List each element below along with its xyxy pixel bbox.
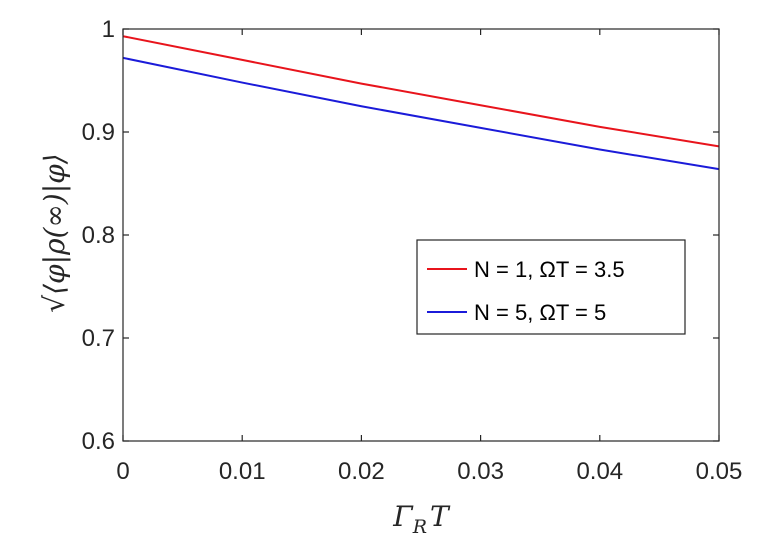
- y-tick-label: 1: [102, 16, 115, 43]
- legend-label-series-2: N = 5, ΩT = 5: [474, 300, 606, 325]
- y-tick-label: 0.6: [82, 428, 115, 455]
- plot-area: [123, 29, 719, 441]
- y-tick-label: 0.7: [82, 325, 115, 352]
- y-tick-label: 0.9: [82, 119, 115, 146]
- y-axis-label-text: √⟨φ|ρ(∞)|φ⟩: [38, 153, 71, 312]
- y-axis-label: √⟨φ|ρ(∞)|φ⟩: [38, 153, 71, 312]
- x-tick-label: 0.02: [338, 458, 385, 485]
- x-axis-label: ΓR T: [392, 500, 451, 538]
- series-line-1: [122, 35, 720, 148]
- x-tick-label: 0.05: [696, 458, 743, 485]
- x-tick-label: 0.03: [457, 458, 504, 485]
- x-tick-label: 0.04: [576, 458, 623, 485]
- series-line-2: [122, 56, 720, 171]
- y-tick-label: 0.8: [82, 222, 115, 249]
- x-tick-label: 0: [116, 458, 129, 485]
- series-layer: [122, 35, 720, 171]
- tick-labels-layer: 0 0.01 0.02 0.03 0.04 0.05 0.6 0.7 0.8 0.9 1: [82, 16, 743, 485]
- legend-label-series-1: N = 1, ΩT = 3.5: [474, 257, 625, 282]
- legend: N = 1, ΩT = 3.5 N = 5, ΩT = 5: [416, 239, 686, 335]
- ticks-layer: [122, 28, 720, 442]
- legend-box: [416, 239, 686, 335]
- x-tick-label: 0.01: [219, 458, 266, 485]
